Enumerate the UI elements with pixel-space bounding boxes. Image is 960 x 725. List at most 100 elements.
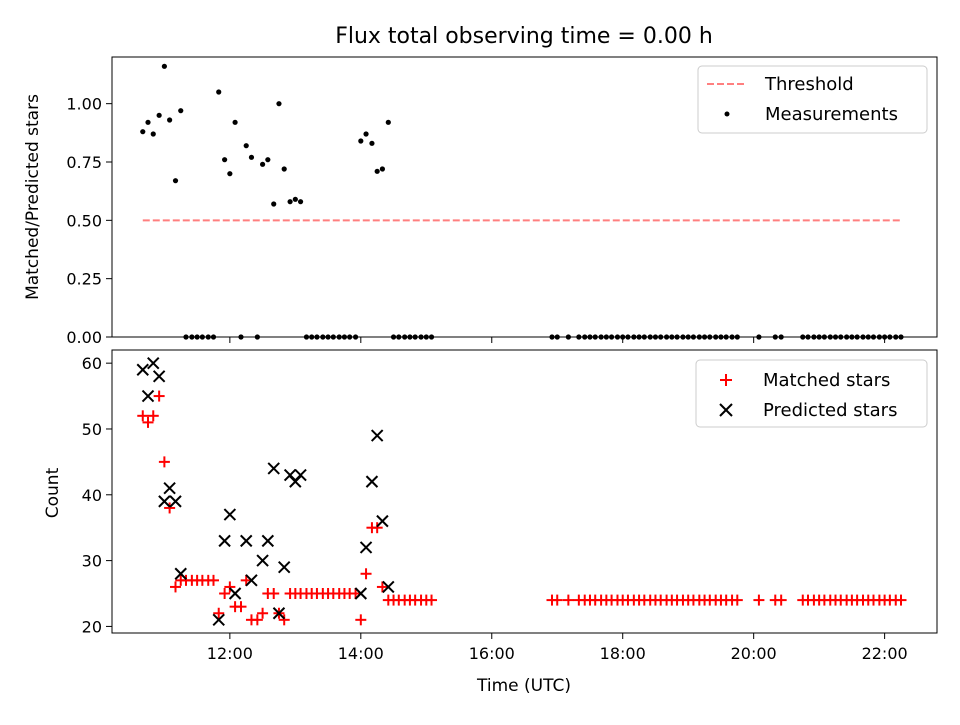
measurement-point xyxy=(729,334,735,340)
matched-star-point xyxy=(153,390,165,402)
measurement-point xyxy=(680,334,686,340)
measurement-point xyxy=(652,334,659,340)
legend-measurements-label: Measurements xyxy=(765,104,898,125)
predicted-star-point xyxy=(228,587,242,600)
matched-star-point xyxy=(355,614,367,626)
matched-star-point xyxy=(224,581,236,593)
measurement-point xyxy=(865,334,871,340)
measurement-point xyxy=(592,334,598,340)
matched-star-point xyxy=(268,588,280,600)
matched-star-point xyxy=(219,588,231,600)
bottom-x-ticks: 12:00 14:00 16:00 18:00 20:00 22:00 xyxy=(207,633,908,663)
measurement-point xyxy=(396,334,402,340)
predicted-star-point xyxy=(376,514,389,528)
measurement-point xyxy=(608,334,615,340)
measurement-point xyxy=(227,171,233,177)
measurement-point xyxy=(827,334,833,340)
measurement-point xyxy=(385,119,391,125)
top-y-tick-label: 1.00 xyxy=(66,95,102,114)
measurement-point xyxy=(816,334,822,340)
measurement-point xyxy=(734,334,740,340)
matched-star-point xyxy=(240,574,252,586)
measurement-point xyxy=(418,334,424,340)
measurement-point xyxy=(189,334,195,340)
matched-star-point xyxy=(551,594,563,606)
predicted-star-point xyxy=(212,613,225,627)
measurement-point xyxy=(428,334,435,340)
measurement-point xyxy=(156,112,162,118)
matched-star-point xyxy=(895,594,907,606)
measurement-point xyxy=(161,63,167,69)
predicted-star-point xyxy=(256,554,269,567)
measurement-point xyxy=(696,334,702,340)
measurement-point xyxy=(669,334,675,340)
measurement-point xyxy=(183,334,189,340)
matched-star-point xyxy=(562,594,574,606)
measurement-point xyxy=(167,117,173,123)
measurement-point xyxy=(423,334,429,340)
matched-star-point xyxy=(350,588,362,600)
measurement-point xyxy=(205,334,211,340)
measurement-point xyxy=(838,334,844,340)
measurement-point xyxy=(882,334,888,340)
top-x-ticks xyxy=(229,337,886,343)
measurement-point xyxy=(347,334,353,340)
x-tick-label: 20:00 xyxy=(731,644,777,663)
measurement-point xyxy=(718,334,724,340)
legend-threshold-label: Threshold xyxy=(764,74,854,95)
measurement-point xyxy=(336,334,342,340)
measurement-point xyxy=(870,334,877,340)
matched-star-point xyxy=(775,594,787,606)
matched-star-point xyxy=(158,456,170,468)
measurement-point xyxy=(259,161,266,167)
predicted-star-point xyxy=(267,462,280,475)
measurement-point xyxy=(876,334,882,340)
bottom-data-marks xyxy=(136,356,907,627)
x-tick-label: 18:00 xyxy=(600,644,646,663)
predicted-star-point xyxy=(359,541,373,554)
measurement-point xyxy=(636,334,642,340)
x-tick-label: 14:00 xyxy=(338,644,384,663)
measurement-point xyxy=(625,334,631,340)
predicted-star-point xyxy=(365,475,379,488)
bottom-y-tick-label: 20 xyxy=(82,617,102,636)
measurement-point xyxy=(565,334,571,340)
measurement-point xyxy=(178,108,184,114)
measurement-point xyxy=(232,119,238,125)
measurement-point xyxy=(358,138,364,144)
bottom-legend-box xyxy=(695,359,928,428)
measurement-point xyxy=(685,334,691,340)
measurement-point xyxy=(844,334,850,340)
matched-star-point xyxy=(753,594,765,606)
matched-star-point xyxy=(371,522,383,534)
measurement-point xyxy=(172,178,179,184)
predicted-star-point xyxy=(277,560,291,574)
predicted-star-point xyxy=(370,429,384,442)
measurement-point xyxy=(341,334,348,340)
measurement-point xyxy=(243,143,249,149)
matched-star-point xyxy=(147,410,159,422)
measurement-point xyxy=(582,334,588,340)
measurement-point xyxy=(849,334,855,340)
measurement-point xyxy=(887,334,893,340)
measurement-point xyxy=(690,334,697,340)
predicted-star-point xyxy=(158,495,171,508)
measurement-point xyxy=(352,334,359,340)
measurement-point xyxy=(140,129,146,135)
matched-star-point xyxy=(170,581,182,593)
measurement-point xyxy=(320,334,326,340)
measurement-point xyxy=(631,334,637,340)
matched-star-point xyxy=(207,574,219,586)
matched-star-point xyxy=(142,416,154,428)
measurement-point xyxy=(248,154,255,160)
predicted-star-point xyxy=(169,495,182,508)
measurement-point xyxy=(412,334,418,340)
measurement-point xyxy=(222,157,228,163)
panel-top: 0.00 0.25 0.50 0.75 1.00 Matched/Predicted s… xyxy=(23,56,938,347)
x-tick-label: 12:00 xyxy=(207,644,253,663)
top-data-marks xyxy=(140,63,904,340)
measurement-point xyxy=(374,168,380,174)
legend-matched-label: Matched stars xyxy=(763,370,890,391)
measurement-point xyxy=(238,334,244,340)
measurement-point xyxy=(281,166,287,172)
